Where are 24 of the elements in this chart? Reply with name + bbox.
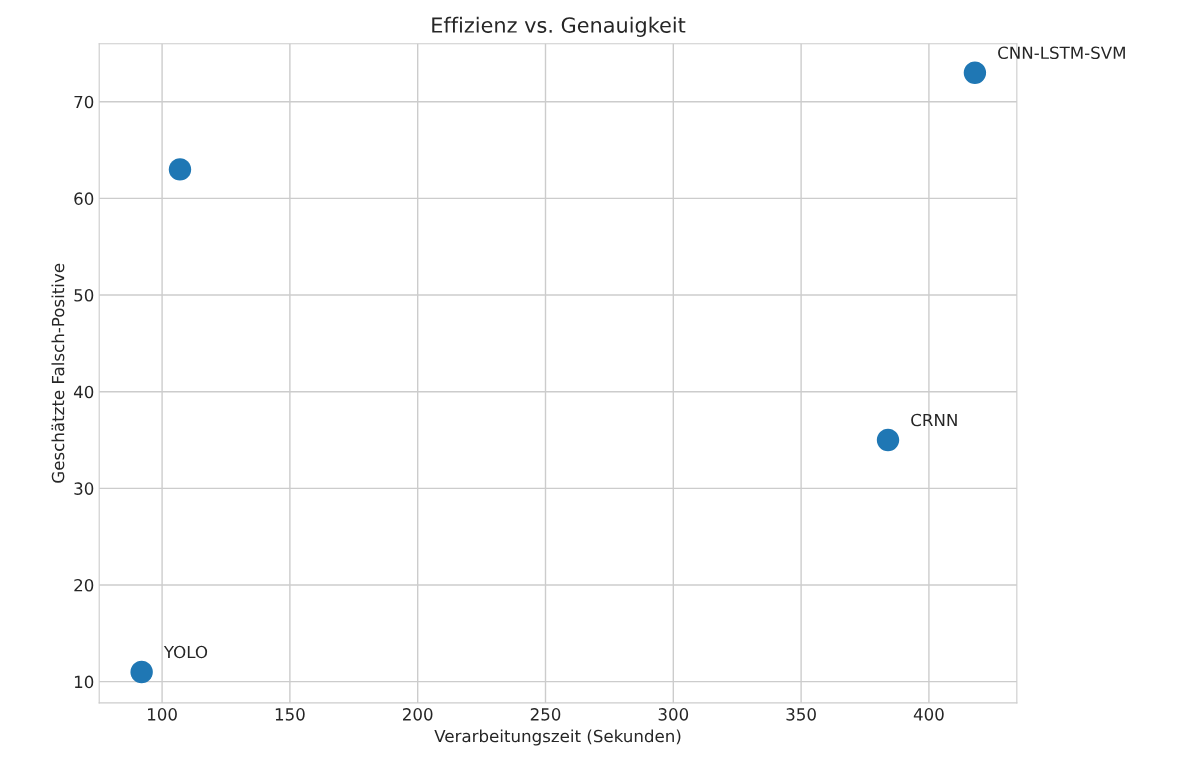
point [168, 158, 192, 181]
y-tick-label: 60 [74, 192, 94, 205]
x-tick-label: 150 [275, 708, 305, 721]
y-tick-label: 30 [74, 482, 94, 495]
x-tick-label: 250 [530, 708, 561, 721]
chart-title: Effizienz vs. Genauigkeit [432, 16, 686, 37]
y-tick-label: 50 [74, 288, 94, 302]
y-tick-label: 20 [74, 578, 94, 592]
y-axis-title: Geschätzte Falsch-Positive [51, 263, 65, 483]
x-tick-label: 400 [913, 708, 944, 721]
x-tick-label: 100 [148, 708, 177, 721]
annotation: CNN-LSTM-SVM [998, 46, 1125, 60]
point [130, 660, 153, 684]
x-tick-label: 350 [786, 708, 816, 721]
annotation: CRNN [911, 413, 957, 427]
point [963, 61, 987, 84]
y-tick-label: 70 [74, 95, 94, 109]
x-tick-label: 300 [658, 708, 689, 721]
point [876, 428, 900, 452]
x-axis-title: Verarbeitungszeit (Sekunden) [434, 729, 681, 746]
annotation: YOLO [163, 645, 208, 659]
y-tick-label: 40 [73, 385, 94, 399]
y-tick-label: 10 [74, 675, 94, 689]
x-tick-label: 200 [403, 708, 433, 721]
